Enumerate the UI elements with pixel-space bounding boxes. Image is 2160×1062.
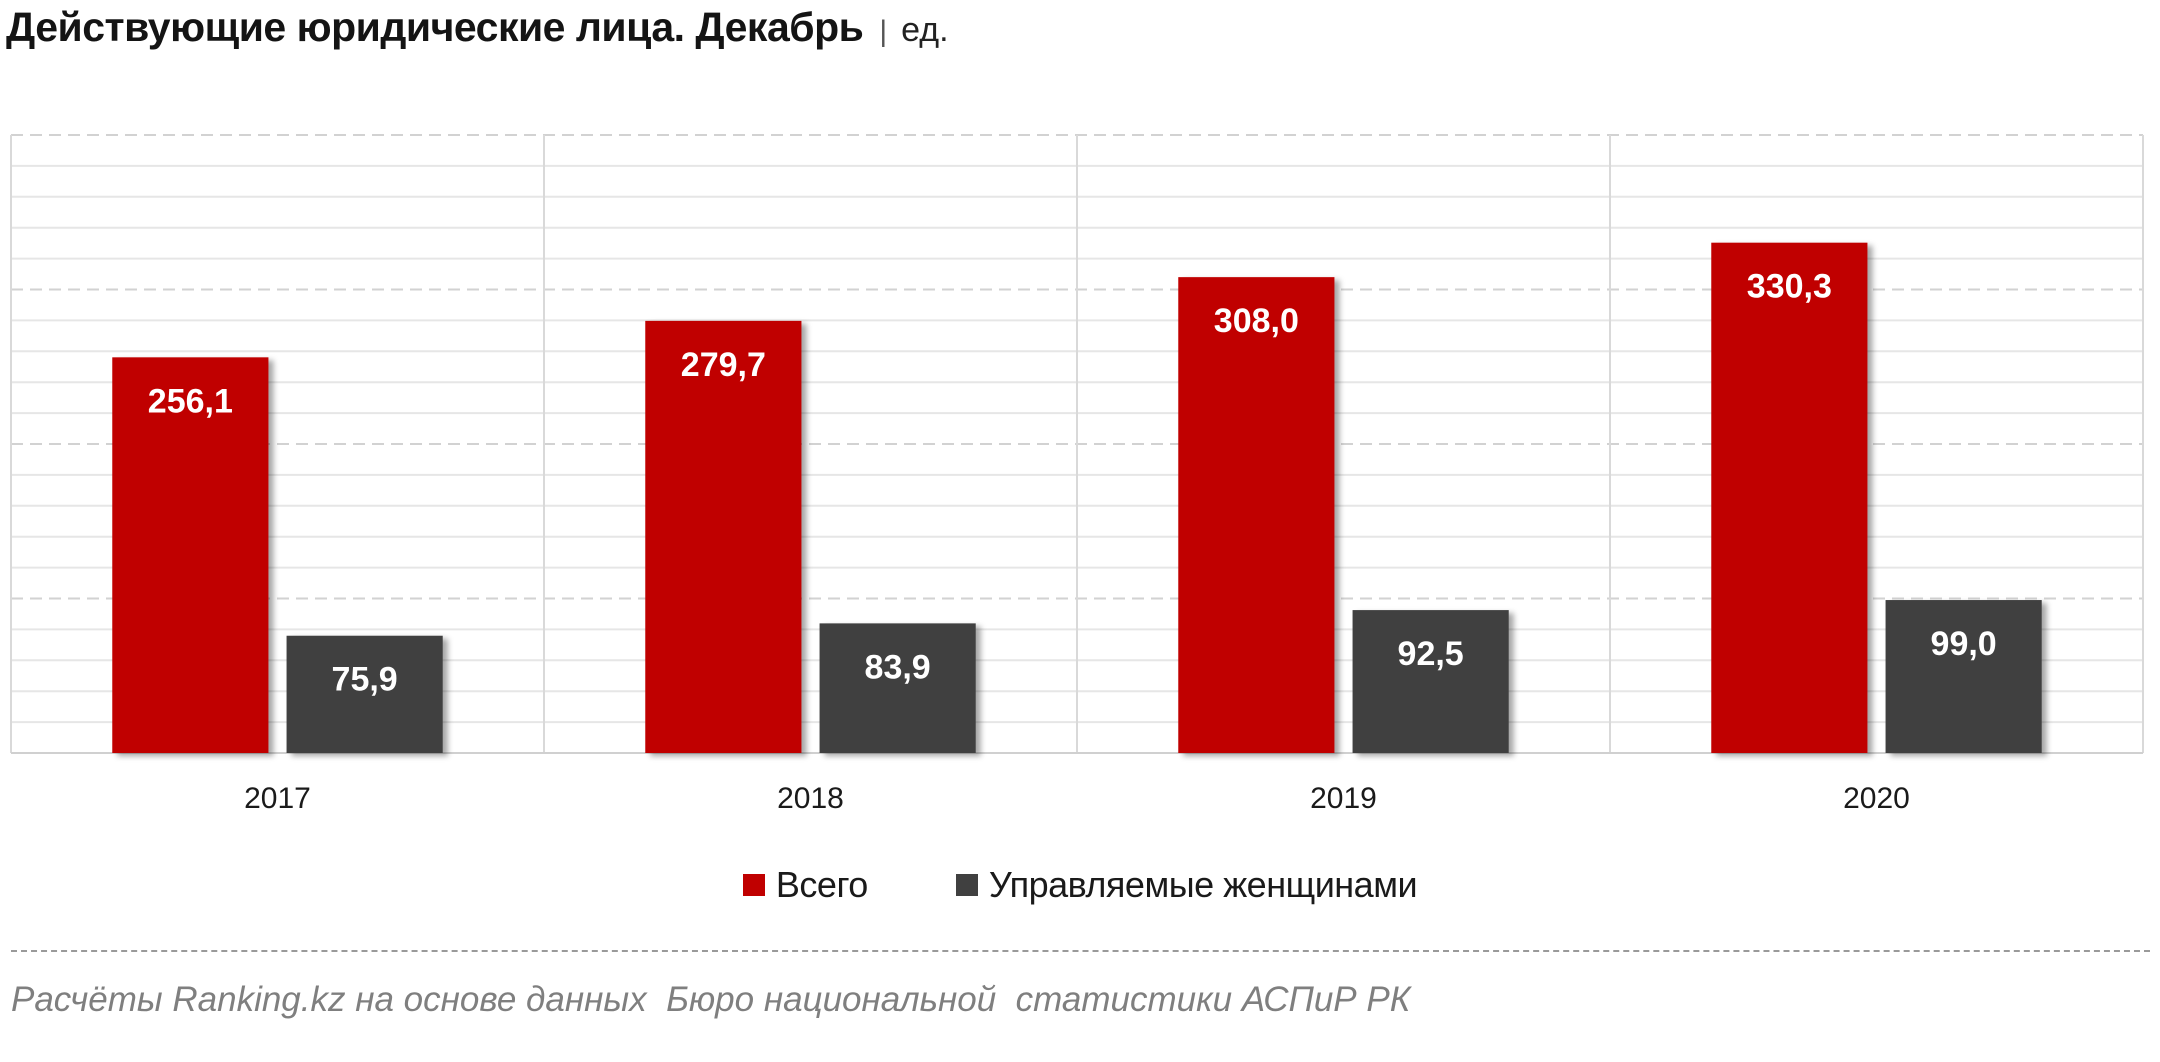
x-tick-label-2018: 2018: [777, 782, 844, 815]
title-separator: |: [879, 15, 888, 48]
chart-title: Действующие юридические лица. Декабрь: [6, 4, 864, 50]
bar-series-1-2017: [112, 357, 269, 753]
bar-series-2-2019: [1352, 610, 1509, 753]
bar-series-2-2020: [1885, 600, 2042, 753]
chart-header: Действующие юридические лица. Декабрь | …: [6, 4, 949, 51]
source-note: Расчёты Ranking.kz на основе данных Бюро…: [11, 980, 1411, 1019]
bar-series-1-2019: [1178, 277, 1335, 753]
bar-chart: 256,1 75,9 279,7 83,9 308,0 92,5 330,3 99,0 201…: [10, 134, 2144, 815]
x-axis-tick-labels: 2017 2018 2019 2020: [244, 782, 1910, 815]
legend-item-total: Всего: [742, 864, 868, 906]
legend-item-women-managed: Управляемые женщинами: [955, 864, 1418, 906]
chart-data-labels: 256,1 75,9 279,7 83,9 308,0 92,5 330,3 99,0: [148, 268, 1997, 699]
chart-legend: Всего Управляемые женщинами: [0, 862, 2160, 908]
chart-unit: ед.: [901, 11, 949, 49]
x-tick-label-2019: 2019: [1310, 782, 1377, 815]
data-label-series-2-2019: 92,5: [1398, 635, 1464, 673]
chart-bars: [112, 242, 2042, 753]
legend-swatch-total: [742, 874, 765, 896]
data-label-series-2-2018: 83,9: [865, 648, 931, 686]
x-tick-label-2017: 2017: [244, 782, 311, 815]
bar-series-2-2018: [819, 623, 976, 753]
bar-series-1-2018: [645, 320, 802, 753]
legend-swatch-women-managed: [955, 874, 978, 896]
x-tick-label-2020: 2020: [1843, 782, 1910, 815]
bar-series-1-2020: [1711, 242, 1868, 753]
bar-series-2-2017: [286, 635, 443, 753]
data-label-series-2-2017: 75,9: [332, 661, 398, 699]
data-label-series-1-2018: 279,7: [681, 346, 766, 384]
data-label-series-1-2020: 330,3: [1747, 268, 1832, 306]
legend-label-total: Всего: [775, 864, 868, 905]
legend-label-women-managed: Управляемые женщинами: [988, 864, 1418, 905]
data-label-series-1-2019: 308,0: [1214, 302, 1299, 340]
data-label-series-1-2017: 256,1: [148, 382, 233, 420]
data-label-series-2-2020: 99,0: [1931, 625, 1997, 663]
footer-divider: [11, 950, 2150, 952]
